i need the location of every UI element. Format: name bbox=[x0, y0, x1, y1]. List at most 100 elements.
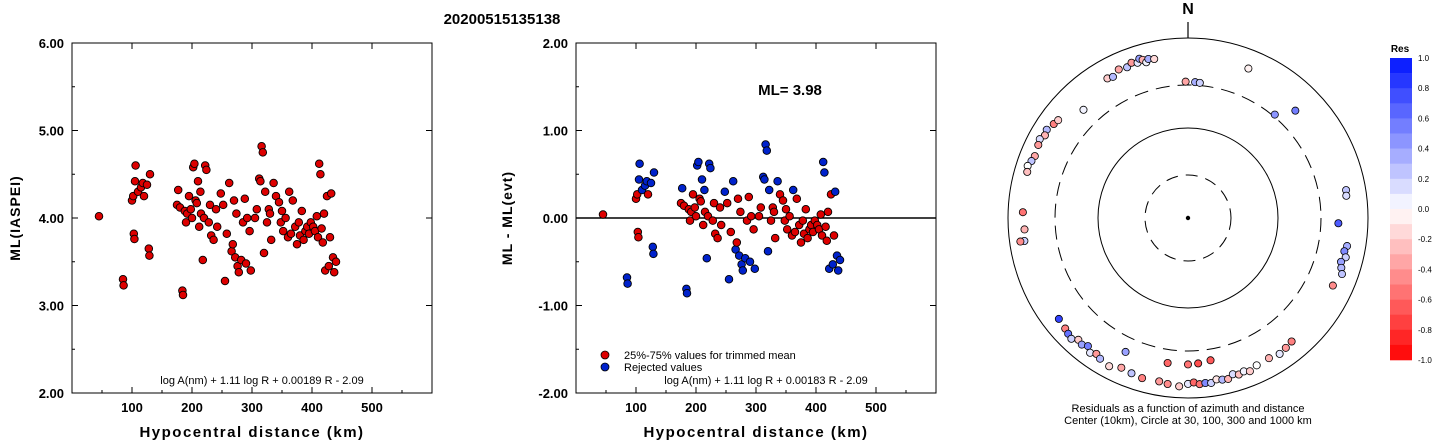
colorbar-cell bbox=[1390, 118, 1412, 134]
x-tick-label: 300 bbox=[745, 400, 767, 415]
x-tick-label: 400 bbox=[805, 400, 827, 415]
colorbar-cell bbox=[1390, 239, 1412, 255]
data-point bbox=[145, 251, 154, 260]
data-point bbox=[316, 169, 325, 179]
x-tick-label: 200 bbox=[685, 400, 707, 415]
data-point bbox=[242, 213, 252, 223]
station-point bbox=[1150, 55, 1159, 64]
station-point bbox=[1245, 367, 1254, 376]
residual-point bbox=[694, 157, 703, 167]
residual-point bbox=[816, 210, 826, 219]
colorbar-cell bbox=[1390, 224, 1412, 240]
data-point bbox=[119, 281, 128, 290]
residual-point bbox=[696, 197, 706, 206]
residual-point bbox=[782, 225, 792, 234]
residual-point bbox=[708, 216, 718, 225]
residual-point bbox=[634, 232, 643, 242]
residual-point bbox=[635, 159, 644, 168]
residual-point bbox=[823, 207, 833, 217]
residual-point bbox=[685, 216, 695, 225]
data-points bbox=[598, 140, 845, 298]
x-tick-label: 300 bbox=[241, 400, 263, 415]
data-point bbox=[319, 209, 329, 218]
colorbar-cell bbox=[1390, 73, 1412, 89]
data-point bbox=[130, 176, 140, 186]
data-point bbox=[190, 159, 199, 168]
residual-point bbox=[715, 203, 725, 212]
residual-point bbox=[754, 211, 764, 221]
residual-point bbox=[792, 194, 802, 203]
data-point bbox=[245, 226, 254, 236]
data-points bbox=[94, 141, 341, 300]
legend: 25%-75% values for trimmed mean Rejected… bbox=[600, 350, 796, 374]
residual-point bbox=[769, 207, 779, 217]
residual-point bbox=[830, 187, 840, 196]
data-point bbox=[222, 229, 232, 238]
x-tick-label: 400 bbox=[301, 400, 323, 415]
station-point bbox=[1281, 343, 1290, 352]
station-point bbox=[1224, 374, 1233, 383]
x-axis-label: Hypocentral distance (km) bbox=[139, 424, 364, 441]
figure-title: 20200515135138 bbox=[444, 11, 561, 28]
colorbar-tick-label: -0.2 bbox=[1418, 235, 1432, 244]
station-point bbox=[1023, 167, 1032, 176]
data-point bbox=[144, 244, 154, 253]
station-point bbox=[1083, 342, 1092, 351]
legend-marker-trimmed bbox=[600, 350, 610, 360]
station-point bbox=[1184, 360, 1193, 369]
colorbar-cell bbox=[1390, 58, 1412, 74]
data-point bbox=[326, 189, 336, 198]
residual-point bbox=[820, 168, 829, 177]
y-tick-label: 4.00 bbox=[39, 211, 64, 226]
residual-point bbox=[762, 146, 772, 155]
colorbar-ticks: 1.0 0.8 0.6 0.4 0.2 0.0 -0.2 -0.4 -0.6 -0.8 -1.0 bbox=[1418, 54, 1432, 365]
data-point bbox=[284, 187, 294, 196]
residual-point bbox=[736, 207, 745, 217]
caption-line-2: Center (10km), Circle at 30, 100, 300 an… bbox=[1064, 415, 1312, 427]
data-point bbox=[228, 239, 238, 249]
y-tick-label: 2.00 bbox=[39, 386, 64, 401]
data-point bbox=[94, 211, 104, 221]
data-point bbox=[196, 187, 205, 196]
colorbar-tick-label: -1.0 bbox=[1418, 356, 1432, 365]
data-point bbox=[224, 178, 234, 188]
station-point bbox=[1195, 78, 1204, 87]
data-point bbox=[181, 218, 191, 227]
station-point bbox=[1334, 219, 1343, 228]
ml-annotation: ML= 3.98 bbox=[758, 82, 822, 99]
y-tick-label: -1.00 bbox=[538, 299, 568, 314]
station-point bbox=[1117, 363, 1126, 372]
residual-point bbox=[766, 216, 776, 225]
residual-point bbox=[796, 238, 806, 247]
data-point bbox=[278, 226, 288, 236]
residual-point bbox=[643, 190, 653, 199]
data-point bbox=[324, 261, 334, 271]
data-point bbox=[292, 239, 302, 249]
data-point bbox=[184, 191, 194, 201]
data-point bbox=[297, 206, 307, 216]
residual-point bbox=[790, 227, 800, 237]
data-point bbox=[246, 266, 256, 275]
y-tick-label: 3.00 bbox=[39, 299, 64, 314]
colorbar-cell bbox=[1390, 299, 1412, 315]
residual-point bbox=[648, 242, 658, 252]
data-point bbox=[299, 235, 308, 245]
data-point bbox=[218, 200, 228, 210]
circle-1000km bbox=[1007, 37, 1369, 399]
residual-point bbox=[713, 233, 722, 243]
data-point bbox=[259, 248, 269, 258]
station-point bbox=[1328, 281, 1337, 290]
data-point bbox=[173, 185, 183, 195]
residual-point bbox=[835, 255, 845, 265]
station-point bbox=[1020, 225, 1029, 234]
station-point bbox=[1194, 359, 1203, 368]
station-point bbox=[1342, 191, 1351, 200]
station-point bbox=[1016, 237, 1025, 246]
data-point bbox=[131, 161, 140, 170]
residual-point bbox=[756, 203, 766, 212]
residual-point bbox=[785, 211, 794, 221]
colorbar-tick-label: -0.8 bbox=[1418, 326, 1432, 335]
station-point bbox=[1175, 382, 1184, 391]
data-point bbox=[250, 213, 260, 223]
data-point bbox=[277, 206, 287, 216]
